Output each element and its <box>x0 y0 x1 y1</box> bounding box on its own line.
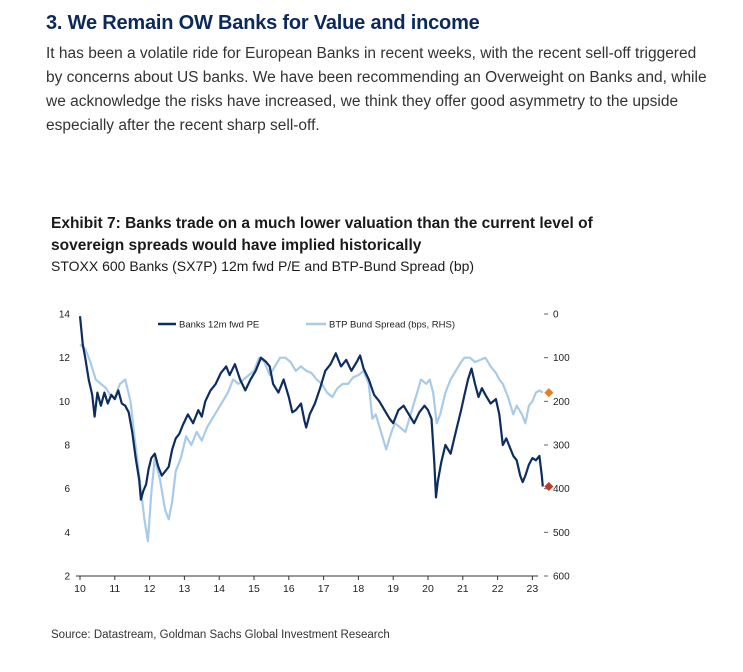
x-tick-label: 16 <box>283 583 295 595</box>
section-heading: 3. We Remain OW Banks for Value and inco… <box>46 12 480 34</box>
legend-label-spread: BTP Bund Spread (bps, RHS) <box>329 320 455 331</box>
y-right-tick-label: 500 <box>553 528 570 539</box>
y-right-tick-label: 400 <box>553 484 570 495</box>
y-left-tick-label: 4 <box>64 528 70 539</box>
y-left-tick-label: 2 <box>64 572 70 583</box>
x-tick-label: 14 <box>213 583 225 595</box>
y-left-tick-label: 8 <box>64 441 70 452</box>
y-right-tick-label: 0 <box>553 310 559 321</box>
x-tick-label: 20 <box>422 583 434 595</box>
y-right-tick-label: 600 <box>553 572 570 583</box>
x-tick-label: 22 <box>492 583 504 595</box>
x-tick-label: 11 <box>109 583 120 595</box>
x-tick-label: 18 <box>353 583 365 595</box>
exhibit-title: Exhibit 7: Banks trade on a much lower v… <box>51 215 593 254</box>
banks-pe-line <box>78 316 544 501</box>
x-tick-label: 19 <box>387 583 399 595</box>
exhibit-source: Source: Datastream, Goldman Sachs Global… <box>51 629 390 641</box>
x-tick-label: 13 <box>179 583 191 595</box>
chart-axes: 10 11 12 13 14 15 16 17 18 19 20 21 22 23246810121460… <box>59 310 570 596</box>
x-tick-label: 12 <box>144 583 156 595</box>
exhibit-subtitle: STOXX 600 Banks (SX7P) 12m fwd P/E and B… <box>51 258 475 274</box>
y-left-tick-label: 10 <box>59 397 71 408</box>
x-tick-label: 10 <box>74 583 86 595</box>
y-left-tick-label: 6 <box>64 484 70 495</box>
legend-label-banks: Banks 12m fwd PE <box>179 320 259 331</box>
section-paragraph: It has been a volatile ride for European… <box>46 45 707 134</box>
x-tick-label: 23 <box>527 583 539 595</box>
banks-end-marker <box>544 481 554 491</box>
y-left-tick-label: 12 <box>59 353 71 364</box>
y-right-tick-label: 200 <box>553 397 570 408</box>
x-tick-label: 17 <box>318 583 330 595</box>
y-right-tick-label: 300 <box>553 441 570 452</box>
btp-bund-spread-line <box>79 343 544 543</box>
y-left-tick-label: 14 <box>59 310 71 321</box>
spread-end-marker <box>544 388 554 398</box>
x-tick-label: 21 <box>457 583 469 595</box>
chart-legend: Banks 12m fwd PE BTP Bund Spread (bps, RH… <box>158 320 455 331</box>
x-tick-label: 15 <box>248 583 260 595</box>
y-right-tick-label: 100 <box>553 353 570 364</box>
chart-series <box>78 316 554 543</box>
